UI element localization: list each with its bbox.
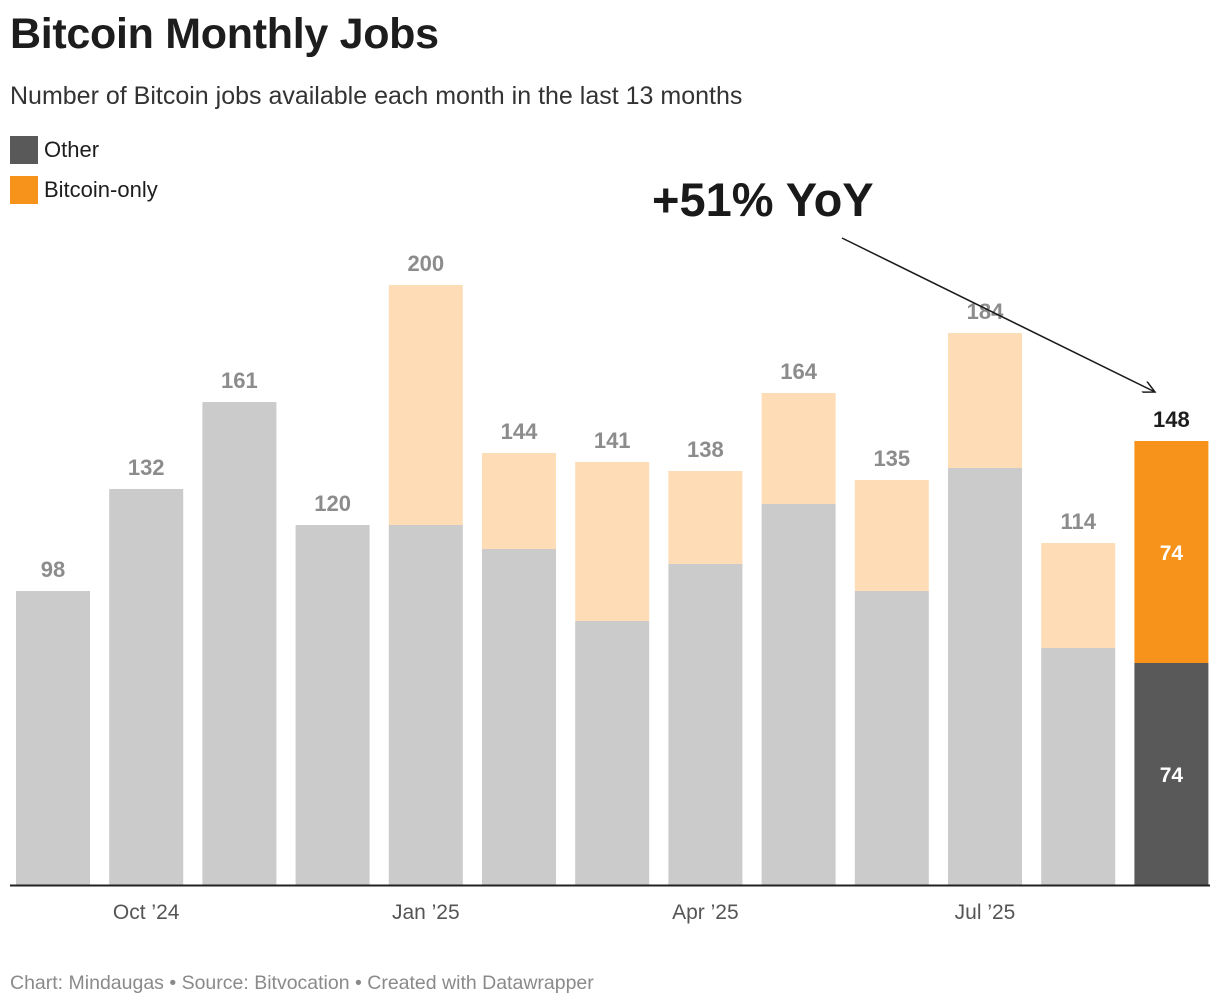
total-label-feb-25: 144 [501,419,538,444]
bar-other-may-25 [761,504,836,885]
x-tick-label-jul-25: Jul ’25 [955,901,1016,924]
legend-swatch-bitcoin-only [10,176,38,204]
bar-bitcoin-only-jan-25 [388,285,463,525]
bar-other-dec-24 [295,525,370,885]
x-tick-label-oct-24: Oct ’24 [113,901,180,924]
bar-bitcoin-only-apr-25 [668,471,743,564]
x-tick-label-apr-25: Apr ’25 [672,901,739,924]
bar-bitcoin-only-aug-25 [1041,543,1116,648]
bar-other-apr-25 [668,564,743,885]
total-label-aug-25: 114 [1060,509,1096,534]
segment-label-other-sep-25: 74 [1160,764,1184,787]
total-label-dec-24: 120 [314,491,351,516]
chart-footer: Chart: Mindaugas • Source: Bitvocation •… [10,972,594,994]
chart-title: Bitcoin Monthly Jobs [10,10,439,58]
bar-other-mar-25 [575,621,650,885]
bar-other-feb-25 [482,549,556,885]
annotation-arrow [841,237,1155,392]
bar-other-jan-25 [388,525,463,885]
total-label-jun-25: 135 [873,446,910,471]
legend-item-bitcoin-only: Bitcoin-only [10,176,158,204]
legend: Other Bitcoin-only [10,136,158,216]
yoy-annotation: +51% YoY [652,173,874,226]
bar-other-jul-25 [948,468,1022,885]
bar-other-oct-24 [109,489,184,885]
total-label-nov-24: 161 [221,368,258,393]
bar-bitcoin-only-jun-25 [854,480,929,591]
bar-other-sep-24 [16,591,90,885]
total-label-apr-25: 138 [687,437,724,462]
total-label-mar-25: 141 [594,428,631,453]
bar-other-nov-24 [202,402,277,885]
total-label-jan-25: 200 [407,251,444,276]
chart-subtitle: Number of Bitcoin jobs available each mo… [10,82,743,110]
legend-label-other: Other [44,137,100,162]
x-tick-label-jan-25: Jan ’25 [392,901,460,924]
legend-label-bitcoin-only: Bitcoin-only [44,177,158,202]
bar-other-sep-25 [1134,663,1209,885]
bar-bitcoin-only-may-25 [761,393,836,504]
total-label-oct-24: 132 [128,455,165,480]
total-label-may-25: 164 [780,359,817,384]
bar-other-jun-25 [854,591,929,885]
total-label-sep-24: 98 [41,557,65,582]
bar-bitcoin-only-sep-25 [1134,441,1209,663]
segment-label-bitcoin-only-sep-25: 74 [1160,542,1184,565]
bar-bitcoin-only-jul-25 [948,333,1022,468]
legend-swatch-other [10,136,38,164]
total-label-sep-25: 148 [1153,407,1190,432]
bar-other-aug-25 [1041,648,1116,885]
bar-bitcoin-only-mar-25 [575,462,650,621]
bar-bitcoin-only-feb-25 [482,453,556,549]
legend-item-other: Other [10,136,158,164]
